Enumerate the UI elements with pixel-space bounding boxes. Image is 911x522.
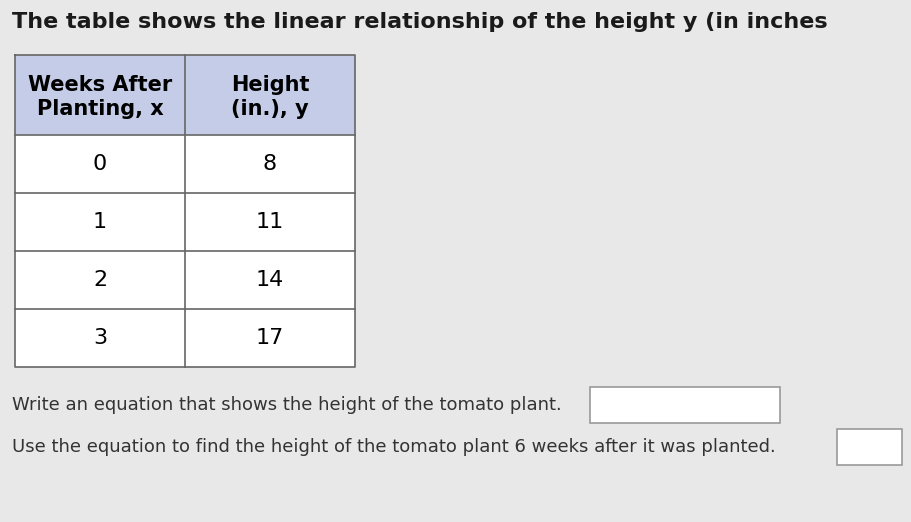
Text: 11: 11	[256, 212, 284, 232]
Text: 8: 8	[262, 154, 277, 174]
Bar	[15, 193, 354, 251]
Text: 0: 0	[93, 154, 107, 174]
Text: Use the equation to find the height of the tomato plant 6 weeks after it was pla: Use the equation to find the height of t…	[12, 438, 775, 456]
Text: Height: Height	[230, 75, 309, 95]
Bar	[15, 251, 354, 309]
Text: The table shows the linear relationship of the height y (in inches: The table shows the linear relationship …	[12, 12, 826, 32]
Bar	[589, 387, 779, 423]
Text: (in.), y: (in.), y	[230, 99, 309, 119]
Text: 1: 1	[93, 212, 107, 232]
Text: Write an equation that shows the height of the tomato plant.: Write an equation that shows the height …	[12, 396, 561, 414]
Bar	[15, 135, 354, 193]
Text: Weeks After: Weeks After	[28, 75, 172, 95]
Bar	[836, 429, 901, 465]
Bar	[15, 309, 354, 367]
Text: 2: 2	[93, 270, 107, 290]
Text: 3: 3	[93, 328, 107, 348]
Text: Planting, x: Planting, x	[36, 99, 163, 119]
Text: 14: 14	[256, 270, 284, 290]
Bar	[15, 55, 354, 135]
Text: 17: 17	[256, 328, 284, 348]
